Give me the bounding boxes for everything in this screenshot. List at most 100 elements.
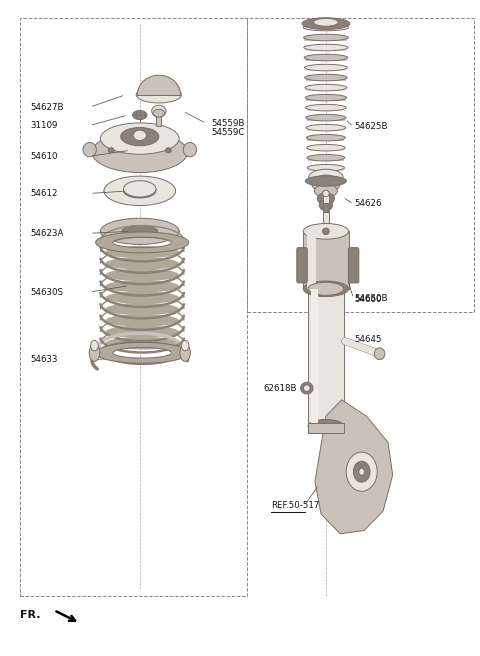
Ellipse shape [359, 468, 364, 476]
Bar [323, 194, 329, 232]
Ellipse shape [313, 18, 338, 26]
Ellipse shape [166, 148, 171, 153]
Ellipse shape [304, 54, 348, 61]
Ellipse shape [123, 180, 156, 197]
Ellipse shape [309, 169, 343, 185]
Ellipse shape [91, 340, 98, 351]
PathPatch shape [104, 176, 176, 205]
Text: 54633: 54633 [30, 355, 58, 364]
Text: 62618B: 62618B [264, 384, 298, 392]
Ellipse shape [120, 127, 159, 146]
PathPatch shape [96, 232, 189, 253]
Ellipse shape [304, 64, 348, 71]
Ellipse shape [323, 228, 329, 235]
Ellipse shape [183, 142, 197, 157]
Ellipse shape [106, 246, 179, 258]
Ellipse shape [312, 175, 340, 192]
Ellipse shape [181, 340, 189, 351]
PathPatch shape [100, 218, 179, 245]
Ellipse shape [83, 142, 96, 157]
Ellipse shape [374, 348, 385, 359]
Bar [323, 203, 329, 212]
Ellipse shape [132, 110, 147, 119]
Text: 54623A: 54623A [30, 229, 63, 237]
Text: FR.: FR. [21, 611, 41, 621]
Ellipse shape [305, 85, 347, 91]
Bar [307, 138, 345, 140]
PathPatch shape [96, 342, 189, 363]
Ellipse shape [106, 257, 179, 270]
Bar [308, 422, 344, 432]
Ellipse shape [303, 34, 348, 41]
Ellipse shape [303, 24, 348, 31]
Bar [307, 108, 345, 111]
Ellipse shape [306, 134, 346, 141]
Ellipse shape [323, 190, 329, 197]
Ellipse shape [308, 282, 344, 295]
Bar [308, 289, 344, 426]
Bar [306, 98, 346, 100]
Ellipse shape [306, 104, 346, 111]
Ellipse shape [319, 200, 333, 211]
Bar [306, 77, 346, 81]
Ellipse shape [346, 452, 377, 491]
Text: 54650B: 54650B [355, 294, 388, 303]
Ellipse shape [305, 74, 347, 81]
Bar [305, 58, 347, 60]
Ellipse shape [106, 314, 179, 327]
Text: REF.50-517: REF.50-517 [271, 501, 319, 510]
Ellipse shape [106, 291, 179, 304]
Ellipse shape [307, 165, 345, 171]
Ellipse shape [106, 303, 179, 316]
Ellipse shape [104, 181, 176, 201]
Text: 54630S: 54630S [30, 287, 63, 297]
Bar [308, 148, 344, 151]
Bar [305, 68, 347, 71]
Bar [307, 128, 345, 131]
Text: 54627B: 54627B [30, 103, 63, 112]
Ellipse shape [317, 193, 335, 205]
Bar [306, 88, 346, 91]
Text: 54626: 54626 [355, 199, 382, 209]
Ellipse shape [136, 87, 181, 103]
Ellipse shape [300, 382, 313, 394]
Ellipse shape [152, 105, 166, 117]
Ellipse shape [302, 18, 350, 30]
Ellipse shape [106, 337, 179, 350]
Ellipse shape [106, 325, 179, 338]
Ellipse shape [304, 45, 348, 51]
Text: 54625B: 54625B [355, 122, 388, 131]
Ellipse shape [305, 176, 347, 186]
FancyBboxPatch shape [348, 248, 359, 283]
Ellipse shape [303, 385, 310, 392]
Ellipse shape [305, 94, 347, 101]
Ellipse shape [307, 144, 345, 151]
Text: 54559C: 54559C [211, 127, 245, 136]
Ellipse shape [307, 154, 345, 161]
FancyBboxPatch shape [297, 248, 307, 283]
Bar [156, 111, 161, 125]
Ellipse shape [92, 132, 188, 173]
Bar [308, 168, 344, 171]
Ellipse shape [89, 344, 100, 361]
Text: 54612: 54612 [30, 189, 58, 198]
Bar [311, 289, 318, 426]
Bar [304, 37, 348, 41]
Ellipse shape [100, 224, 179, 239]
Ellipse shape [153, 109, 165, 117]
Bar [308, 157, 344, 161]
Bar [305, 47, 347, 51]
Ellipse shape [314, 184, 337, 197]
Ellipse shape [306, 114, 346, 121]
Text: 31109: 31109 [30, 121, 58, 130]
Bar [307, 232, 316, 289]
Ellipse shape [353, 461, 370, 482]
Text: 54559B: 54559B [211, 119, 245, 128]
Text: 54645: 54645 [355, 335, 382, 344]
Ellipse shape [133, 130, 146, 140]
Bar [303, 232, 348, 289]
Text: 54610: 54610 [30, 152, 58, 161]
Ellipse shape [306, 125, 346, 131]
Ellipse shape [303, 224, 348, 239]
Ellipse shape [308, 419, 344, 432]
